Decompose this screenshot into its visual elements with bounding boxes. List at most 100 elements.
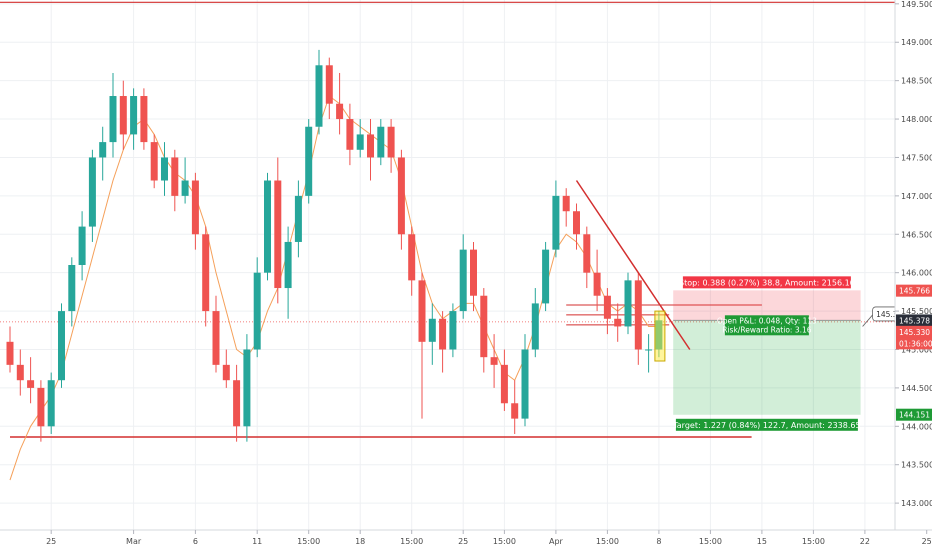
moving-average [9, 95, 659, 481]
candle-body [356, 134, 364, 150]
candle [387, 119, 395, 173]
candle [171, 149, 179, 212]
target-price-tag: 144.151 [899, 411, 930, 420]
candle-body [161, 157, 168, 181]
descending-trendline[interactable] [575, 180, 691, 350]
moving-average-line [9, 95, 659, 481]
target-price-tag-bg [896, 408, 932, 421]
candle [356, 119, 364, 158]
candle [397, 149, 405, 250]
candle [233, 364, 241, 442]
candle-body [140, 96, 148, 143]
price-tick-label: 144.500 [901, 384, 932, 393]
candle [222, 349, 230, 388]
candle [367, 119, 374, 181]
candle [119, 80, 127, 150]
entry-price-tag: 145.330 [899, 328, 930, 337]
candle-body [408, 234, 416, 281]
candle [88, 149, 96, 242]
price-tick-label: 148.000 [901, 115, 932, 124]
target-label-bg [675, 418, 858, 431]
price-tick-label: 149.500 [901, 0, 932, 9]
time-tick-label: 25 [458, 537, 468, 546]
candle-body [264, 180, 271, 273]
candle [511, 380, 519, 434]
candle [593, 249, 601, 312]
candle-body [315, 65, 323, 127]
highlight-box[interactable] [654, 310, 666, 362]
candle [253, 257, 261, 358]
candle [150, 134, 158, 189]
time-tick-label: 6 [193, 537, 198, 546]
candle-body [531, 303, 539, 350]
candle-body [243, 349, 251, 427]
price-callout-text: 145.396 [876, 310, 907, 319]
time-axis-bg [0, 530, 932, 550]
candle-body [428, 318, 436, 342]
candle-body [88, 157, 96, 227]
time-tick-label: 25 [922, 537, 932, 546]
candle [212, 295, 220, 373]
candle [449, 303, 457, 358]
candle [408, 226, 416, 296]
candle [346, 103, 354, 166]
candle [500, 349, 508, 411]
price-axis[interactable]: 149.500 149.000 148.500 148.000 147.500 147.0… [894, 0, 932, 550]
price-tick-label: 145.000 [901, 345, 932, 354]
candle-body [418, 280, 426, 342]
candle-body [130, 96, 138, 135]
candle [645, 334, 653, 373]
candle [181, 157, 189, 204]
candle-body [284, 241, 292, 289]
time-tick-label: 15:00 [699, 537, 722, 546]
candle-body [58, 311, 65, 381]
candle-body [490, 357, 498, 365]
candle-body [37, 387, 45, 427]
candle [624, 272, 632, 335]
candle [47, 372, 55, 434]
candle-body [68, 265, 76, 312]
stop-label: Stop: 0.388 (0.27%) 38.8, Amount: 2156.1… [679, 278, 855, 287]
candle [305, 119, 313, 204]
price-tick-label: 148.500 [901, 77, 932, 86]
candle [552, 180, 560, 258]
time-tick-label: 15:00 [493, 537, 516, 546]
price-tick-label: 147.500 [901, 153, 932, 162]
candle [315, 49, 323, 135]
candle [573, 203, 580, 250]
time-axis[interactable]: 25 Mar 6 11 15:00 18 15:00 25 15:00 Apr 15:00 8 15:0… [0, 529, 932, 550]
candle-body [573, 211, 580, 235]
candle-body [346, 119, 354, 150]
candle [243, 334, 251, 442]
candle-body [562, 195, 570, 212]
candle [78, 211, 86, 281]
candle [428, 303, 436, 365]
target-zone[interactable] [673, 320, 861, 415]
time-tick-label: 8 [656, 537, 661, 546]
price-tick-label: 144.000 [901, 422, 932, 431]
candlesticks [6, 49, 663, 442]
candle-body [336, 103, 344, 120]
pnl-label-bg [724, 315, 809, 336]
candle [439, 311, 447, 373]
time-tick-label: Mar [126, 537, 142, 546]
current-price-tag: 145.378 [899, 316, 930, 325]
candle-body [511, 403, 519, 419]
candle-body [47, 380, 55, 427]
time-tick-label: 15:00 [400, 537, 423, 546]
candle [130, 88, 138, 150]
candle-body [624, 280, 632, 327]
candle [109, 72, 117, 158]
candle-body [222, 364, 230, 381]
time-tick-label: 15:00 [596, 537, 619, 546]
current-price-tag-bg [896, 314, 932, 327]
candle-body [27, 380, 35, 388]
candle [6, 326, 14, 373]
short-position-tool[interactable] [673, 290, 861, 415]
candle [614, 303, 622, 342]
price-tick-label: 143.000 [901, 499, 932, 508]
candle-body [6, 341, 14, 365]
candle [470, 241, 477, 312]
